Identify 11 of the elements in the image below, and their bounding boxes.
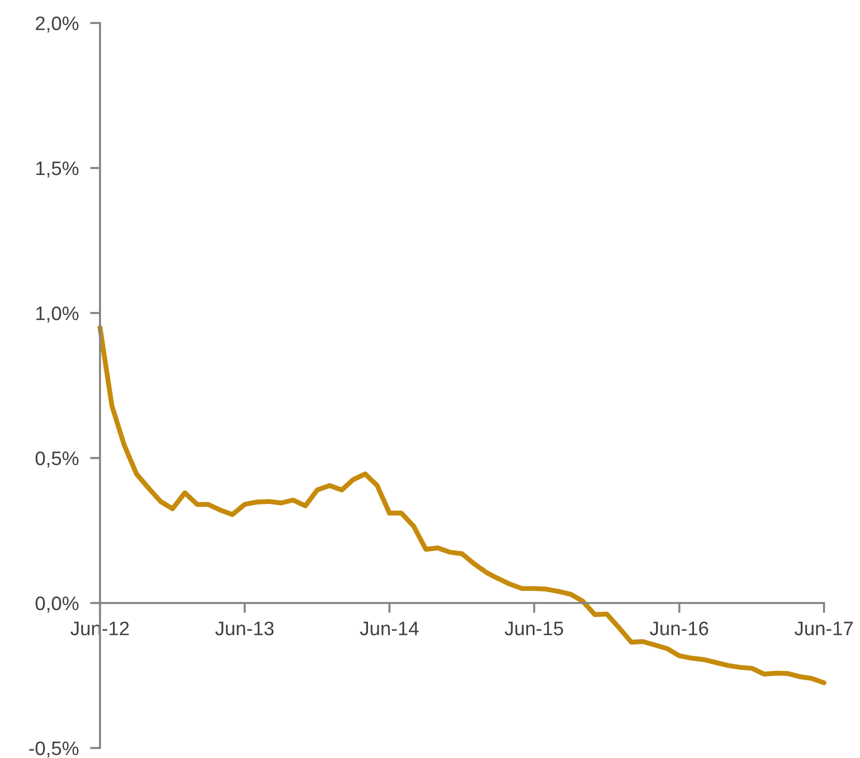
y-tick-label: 2,0% [36, 16, 78, 33]
x-tick-label: Jun-16 [650, 622, 708, 636]
y-tick-label: 1,5% [36, 162, 78, 178]
y-tick-label: 0,0% [36, 596, 78, 613]
x-tick-label: Jun-13 [215, 622, 274, 636]
x-tick-label: Jun-15 [504, 622, 564, 636]
y-tick-label: 1,0% [36, 306, 78, 323]
y-tick-label: 0,5% [36, 451, 78, 468]
y-tick-label: -0,5% [29, 741, 78, 758]
x-tick-label: Jun-17 [794, 622, 853, 636]
x-tick-label: Jun-14 [360, 622, 419, 636]
